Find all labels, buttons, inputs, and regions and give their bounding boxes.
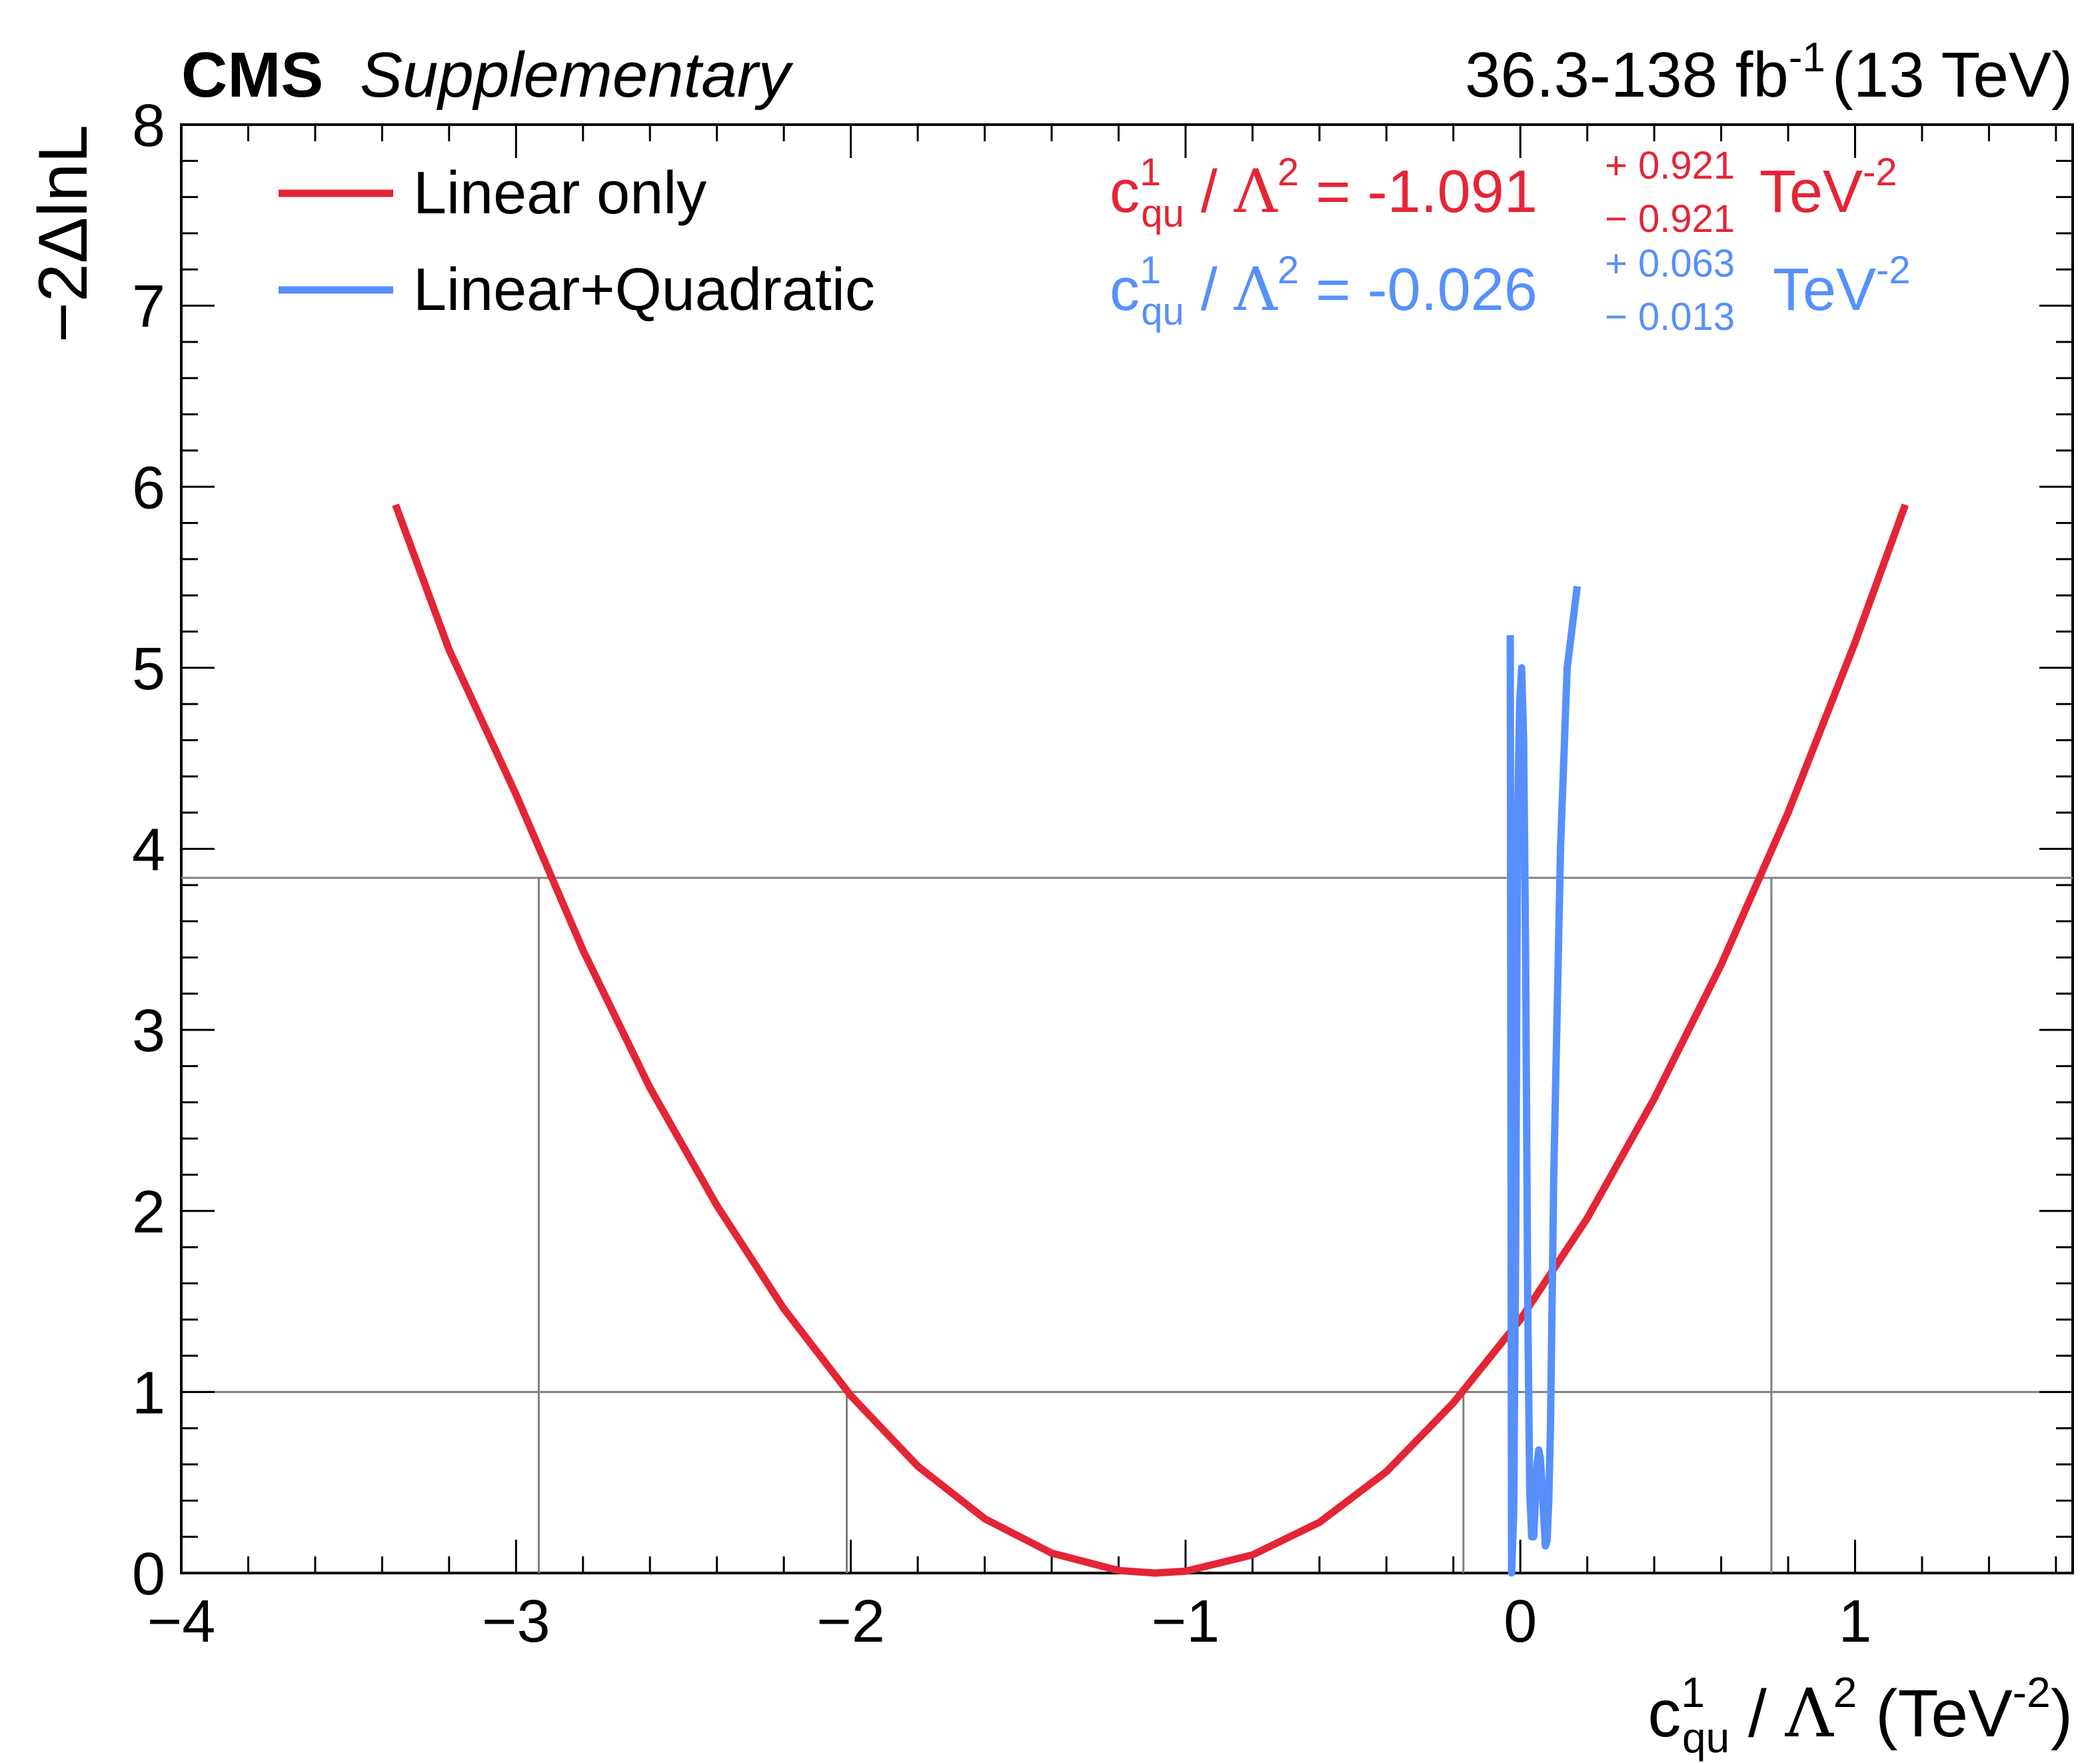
y-tick-label: 2 xyxy=(132,1179,165,1246)
cms-label: CMS xyxy=(181,39,323,111)
legend-label-linear-quadratic: Linear+Quadratic xyxy=(413,257,875,323)
y-tick-label: 6 xyxy=(132,455,165,521)
result-unit-pow: -2 xyxy=(1863,151,1897,194)
supplementary-label: Supplementary xyxy=(360,39,794,111)
x-tick-label: −2 xyxy=(816,1588,885,1655)
result-value: -1.091 xyxy=(1368,159,1538,225)
plot-frame xyxy=(180,123,2074,1574)
result-linear-only-unit: TeV-2 xyxy=(1759,151,1897,225)
result-lambda: Λ xyxy=(1234,157,1278,227)
x-tick-label: −1 xyxy=(1152,1588,1220,1655)
y-axis-title: −2ΔlnL xyxy=(25,125,102,343)
x-axis-unit-open: (TeV xyxy=(1857,1676,2013,1751)
result-c-sup: 1 xyxy=(1140,151,1161,194)
result-value: -0.026 xyxy=(1368,257,1538,323)
y-tick-label: 4 xyxy=(132,817,165,884)
x-axis-c-sub: qu xyxy=(1682,1714,1729,1762)
x-axis-lambda-pow: 2 xyxy=(1833,1668,1857,1716)
x-axis-unit-close: ) xyxy=(2051,1676,2073,1751)
reference-lines xyxy=(181,877,2073,1573)
result-c: c xyxy=(1110,159,1140,225)
result-linear-only-text: c1 qu / Λ2 = -1.091 xyxy=(1110,151,1538,235)
result-linear-only: c1 qu / Λ2 = -1.091 + 0.921 − 0.921 TeV-2 xyxy=(1110,144,1897,241)
result-unit: TeV xyxy=(1773,257,1876,323)
result-unit: TeV xyxy=(1759,159,1863,225)
result-linear-quadratic: c1 qu / Λ2 = -0.026 + 0.063 − 0.013 TeV-2 xyxy=(1110,242,1911,339)
result-linear-quadratic-text: c1 qu / Λ2 = -0.026 xyxy=(1110,249,1538,333)
result-linear-quadratic-up: + 0.063 xyxy=(1605,242,1735,285)
legend-label-linear-only: Linear only xyxy=(413,160,706,227)
lumi-label: 36.3-138 fb-1 (13 TeV) xyxy=(1465,35,2073,111)
result-c-sub: qu xyxy=(1141,290,1184,333)
result-equals: = xyxy=(1299,257,1368,323)
y-tick-label: 0 xyxy=(132,1541,165,1608)
result-slash: / xyxy=(1184,257,1234,323)
x-tick-label: 1 xyxy=(1838,1588,1871,1655)
y-tick-label: 5 xyxy=(132,636,165,703)
result-lambda-pow: 2 xyxy=(1278,151,1299,194)
lumi-exponent: -1 xyxy=(1789,35,1825,81)
x-tick-label: −3 xyxy=(482,1588,550,1655)
tick-labels: −4 −3 −2 −1 0 1 0 1 2 3 4 5 6 7 8 xyxy=(132,93,1872,1655)
axis-ticks xyxy=(180,123,2073,1574)
result-lambda-pow: 2 xyxy=(1278,249,1299,292)
result-c-sup: 1 xyxy=(1140,249,1161,292)
y-tick-label: 1 xyxy=(132,1360,165,1426)
result-c-sub: qu xyxy=(1141,192,1184,235)
result-unit-pow: -2 xyxy=(1876,249,1911,292)
x-tick-label: −4 xyxy=(147,1588,216,1655)
curve-linear-only xyxy=(392,503,1909,1577)
y-tick-label: 3 xyxy=(132,998,165,1064)
result-linear-only-up: + 0.921 xyxy=(1605,144,1735,187)
y-tick-label: 8 xyxy=(132,93,165,159)
x-axis-lambda: Λ xyxy=(1785,1674,1835,1752)
x-axis-c: c xyxy=(1647,1676,1681,1751)
x-tick-label: 0 xyxy=(1504,1588,1537,1655)
x-axis-unit-pow: -2 xyxy=(2013,1668,2051,1716)
lumi-value: 36.3-138 fb xyxy=(1465,39,1789,111)
result-linear-quadratic-unit: TeV-2 xyxy=(1773,249,1911,323)
result-c: c xyxy=(1110,257,1140,323)
legend: Linear only Linear+Quadratic xyxy=(279,160,875,323)
energy-label: (13 TeV) xyxy=(1832,39,2073,111)
result-lambda: Λ xyxy=(1234,255,1278,325)
x-axis-slash: / xyxy=(1729,1676,1785,1751)
result-linear-only-down: − 0.921 xyxy=(1605,197,1735,241)
x-axis-c-sup: 1 xyxy=(1681,1668,1705,1716)
x-axis-title: c1 qu / Λ2 (TeV-2) xyxy=(1647,1668,2073,1762)
curves xyxy=(392,503,1909,1577)
result-equals: = xyxy=(1299,159,1368,225)
result-linear-quadratic-down: − 0.013 xyxy=(1605,295,1735,339)
y-tick-label: 7 xyxy=(132,274,165,341)
curve-linear-quadratic xyxy=(1506,585,1581,1577)
result-slash: / xyxy=(1184,159,1234,225)
